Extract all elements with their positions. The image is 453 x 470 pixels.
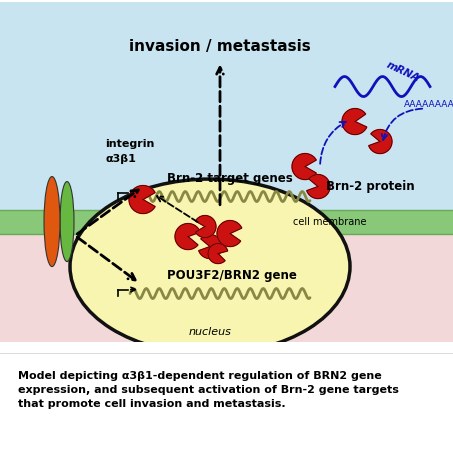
Text: AAAAAAAAA: AAAAAAAAA <box>404 100 453 109</box>
Text: α3β1: α3β1 <box>105 154 136 164</box>
Polygon shape <box>217 220 242 247</box>
Ellipse shape <box>70 179 350 354</box>
Polygon shape <box>208 243 228 264</box>
Text: integrin: integrin <box>105 139 154 149</box>
Text: nucleus: nucleus <box>188 327 231 337</box>
Text: POU3F2/BRN2 gene: POU3F2/BRN2 gene <box>167 269 297 282</box>
FancyArrowPatch shape <box>320 122 346 164</box>
Bar <box>0 1 453 210</box>
Polygon shape <box>129 186 155 213</box>
Text: mRNA: mRNA <box>385 60 421 84</box>
FancyArrowPatch shape <box>382 109 422 140</box>
Polygon shape <box>199 235 222 258</box>
Polygon shape <box>369 130 392 154</box>
Text: Model depicting α3β1-dependent regulation of BRN2 gene
expression, and subsequen: Model depicting α3β1-dependent regulatio… <box>18 371 399 409</box>
Text: cell membrane: cell membrane <box>293 217 367 227</box>
Polygon shape <box>175 224 200 250</box>
Text: Brn-2 protein: Brn-2 protein <box>326 180 414 193</box>
Polygon shape <box>342 109 367 134</box>
Ellipse shape <box>44 177 60 266</box>
Text: Brn-2 target genes: Brn-2 target genes <box>167 172 293 185</box>
Text: invasion / metastasis: invasion / metastasis <box>129 39 311 54</box>
Bar <box>0 234 453 342</box>
Bar <box>0 210 453 234</box>
Polygon shape <box>196 216 216 237</box>
Polygon shape <box>307 174 330 198</box>
Ellipse shape <box>60 181 74 261</box>
Polygon shape <box>292 154 316 180</box>
